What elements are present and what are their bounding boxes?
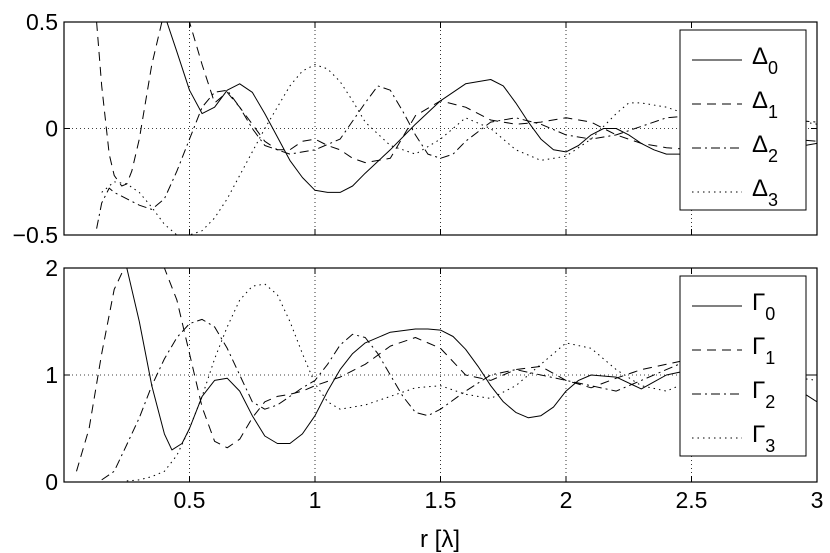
legend-subscript: 1 [765, 348, 775, 368]
x-tick-label: 1 [309, 487, 322, 513]
legend-subscript: 2 [768, 146, 778, 166]
legend-subscript: 3 [765, 436, 775, 456]
y-tick-label: 0 [45, 469, 58, 495]
x-tick-label: 3 [811, 487, 824, 513]
legend-label-1: Γ1 [752, 333, 775, 368]
legend-subscript: 0 [768, 58, 778, 78]
legend-symbol: Δ [752, 131, 768, 158]
series-group [76, 268, 817, 482]
x-tick-label: 0.5 [174, 487, 206, 513]
legend-label-2: Γ2 [752, 377, 775, 412]
x-axis-label: r [λ] [420, 526, 460, 553]
legend-symbol: Γ [752, 289, 765, 316]
series-line-0 [166, 22, 817, 193]
legend-subscript: 2 [765, 392, 775, 412]
x-tick-label: 1.5 [425, 487, 457, 513]
y-tick-label: 2 [45, 255, 58, 281]
y-tick-label: −0.5 [13, 222, 58, 248]
axes-box [63, 267, 818, 483]
series-line-2 [96, 85, 817, 229]
series-line-1 [96, 22, 817, 187]
legend-box [679, 29, 807, 211]
legend-symbol: Δ [752, 43, 768, 70]
y-tick-label: 0 [45, 116, 58, 142]
legend-label-1: Δ1 [752, 87, 778, 122]
legend-label-3: Γ3 [752, 421, 775, 456]
legend-subscript: 3 [768, 190, 778, 210]
series-group [96, 22, 817, 235]
series-line-2 [101, 318, 817, 481]
legend-subscript: 0 [765, 304, 775, 324]
axes-box [63, 21, 818, 236]
series-line-0 [126, 268, 817, 451]
x-tick-label: 2 [560, 487, 573, 513]
legend-label-0: Γ0 [752, 289, 775, 324]
legend-label-0: Δ0 [752, 43, 778, 78]
legend-subscript: 1 [768, 102, 778, 122]
y-tick-label: 1 [45, 362, 58, 388]
legend-symbol: Γ [752, 333, 765, 360]
legend-symbol: Γ [752, 421, 765, 448]
legend-symbol: Γ [752, 377, 765, 404]
legend-label-2: Δ2 [752, 131, 778, 166]
legend-symbol: Δ [752, 87, 768, 114]
series-line-1 [76, 268, 817, 472]
y-tick-label: 0.5 [26, 9, 58, 35]
legend-symbol: Δ [752, 175, 768, 202]
x-tick-label: 2.5 [676, 487, 708, 513]
legend-label-3: Δ3 [752, 175, 778, 210]
legend-box [679, 275, 807, 457]
